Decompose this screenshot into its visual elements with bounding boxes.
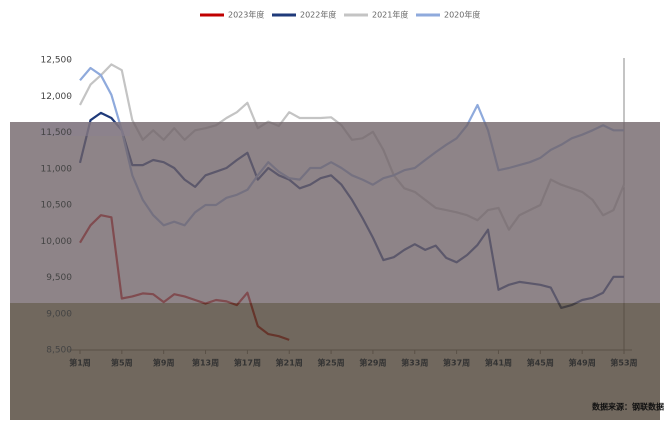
x-tick-label: 第29周 xyxy=(359,358,386,368)
overlay-block xyxy=(10,122,660,303)
x-tick-label: 第53周 xyxy=(610,358,637,368)
y-tick-label: 12,000 xyxy=(41,92,73,102)
x-tick-label: 第33周 xyxy=(401,358,428,368)
x-tick-label: 第17周 xyxy=(234,358,261,368)
overlay-block xyxy=(10,303,660,420)
y-tick-label: 8,500 xyxy=(46,346,72,356)
legend-label: 2022年度 xyxy=(300,10,336,20)
x-tick-label: 第37周 xyxy=(443,358,470,368)
legend-label: 2021年度 xyxy=(372,10,408,20)
source-note: 数据来源：钢联数据 xyxy=(592,402,664,412)
y-tick-label: 11,500 xyxy=(41,128,73,138)
y-tick-label: 12,500 xyxy=(41,56,73,66)
y-tick-label: 10,000 xyxy=(41,237,73,247)
y-tick-label: 9,000 xyxy=(46,309,72,319)
x-tick-label: 第5周 xyxy=(111,358,133,368)
legend-label: 2023年度 xyxy=(228,10,264,20)
y-tick-label: 11,000 xyxy=(41,164,73,174)
x-tick-label: 第25周 xyxy=(318,358,345,368)
x-tick-label: 第1周 xyxy=(69,358,91,368)
y-tick-label: 10,500 xyxy=(41,201,73,211)
legend-label: 2020年度 xyxy=(444,10,480,20)
x-tick-label: 第13周 xyxy=(192,358,219,368)
overlay-glitch xyxy=(40,122,130,136)
x-tick-label: 第9周 xyxy=(153,358,175,368)
x-tick-label: 第21周 xyxy=(276,358,303,368)
y-tick-label: 9,500 xyxy=(46,273,72,283)
x-tick-label: 第41周 xyxy=(485,358,512,368)
x-tick-label: 第49周 xyxy=(569,358,596,368)
x-tick-label: 第45周 xyxy=(527,358,554,368)
labels: 8,500 9,000 9,500 10,000 10,500 11,000 11,500 1… xyxy=(41,10,638,368)
